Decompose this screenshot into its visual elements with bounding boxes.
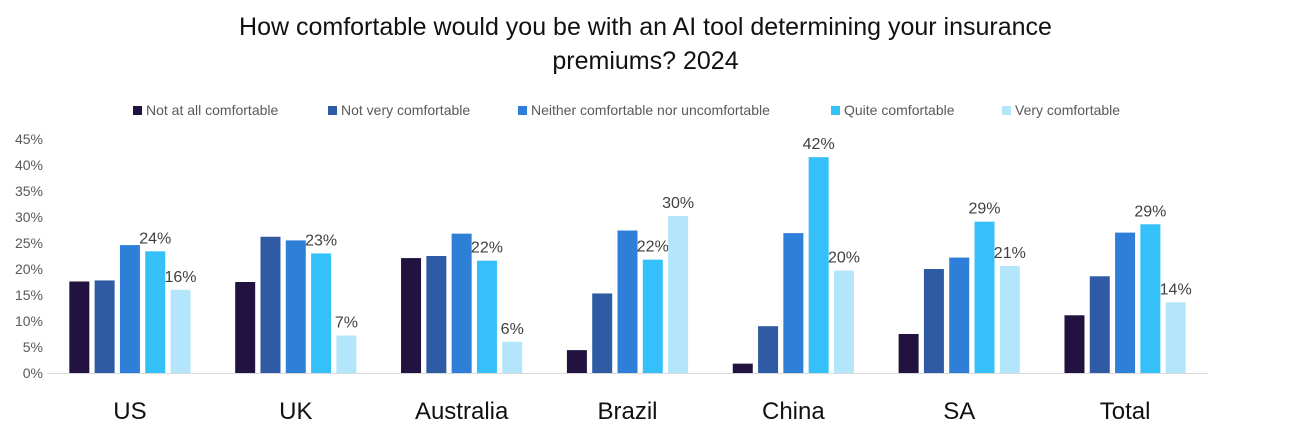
legend-item: Not very comfortable: [328, 100, 470, 120]
bar: [808, 157, 829, 373]
legend-swatch: [133, 105, 142, 115]
data-label: 14%: [1160, 281, 1192, 298]
data-label: 22%: [637, 239, 669, 256]
y-tick-label: 35%: [15, 183, 43, 199]
data-label: 29%: [968, 201, 1000, 218]
bar: [617, 230, 638, 373]
x-category-label: Brazil: [597, 398, 657, 425]
x-category-label: China: [762, 398, 825, 425]
bar: [260, 236, 281, 373]
bar: [1064, 315, 1085, 373]
legend-label: Very comfortable: [1015, 102, 1121, 118]
legend-swatch: [1002, 105, 1011, 115]
bar: [119, 245, 140, 373]
y-tick-label: 25%: [15, 235, 43, 251]
y-tick-label: 10%: [15, 313, 43, 329]
data-label: 22%: [471, 240, 503, 257]
chart-title-line-2: premiums? 2024: [552, 47, 739, 75]
bar: [451, 233, 472, 373]
bar: [898, 334, 919, 373]
bar: [336, 335, 357, 373]
y-tick-label: 20%: [15, 261, 43, 277]
bar: [426, 256, 447, 373]
y-tick-label: 5%: [23, 339, 43, 355]
data-label: 42%: [803, 136, 835, 153]
x-category-label: UK: [279, 398, 312, 425]
bar: [285, 240, 306, 373]
legend-swatch: [518, 105, 527, 115]
bar: [1089, 276, 1110, 373]
bar: [1165, 302, 1186, 373]
data-label: 21%: [994, 245, 1026, 262]
bar: [732, 363, 753, 373]
bar: [401, 258, 422, 373]
data-label: 23%: [305, 232, 337, 249]
data-label: 24%: [139, 230, 171, 247]
bar: [949, 257, 970, 373]
y-tick-label: 30%: [15, 209, 43, 225]
bar: [923, 269, 944, 373]
bar: [974, 221, 995, 373]
y-tick-label: 0%: [23, 365, 43, 381]
bar: [69, 281, 90, 373]
bar: [94, 280, 115, 373]
x-category-label: US: [113, 398, 146, 425]
data-label: 6%: [501, 321, 524, 338]
bar: [783, 233, 804, 373]
chart-title: How comfortable would you be with an AI …: [0, 10, 1291, 78]
legend-label: Neither comfortable nor uncomfortable: [531, 102, 770, 118]
legend-label: Not at all comfortable: [146, 102, 279, 118]
bar: [1140, 224, 1161, 373]
bar: [235, 282, 256, 373]
y-tick-label: 45%: [15, 131, 43, 147]
legend-label: Not very comfortable: [341, 102, 471, 118]
bar: [502, 341, 523, 373]
data-label: 20%: [828, 250, 860, 267]
bar: [668, 215, 689, 373]
bar: [145, 251, 166, 373]
data-label: 16%: [165, 269, 197, 286]
bar: [311, 253, 332, 373]
x-category-label: Total: [1100, 398, 1151, 425]
bar: [642, 259, 663, 373]
bar: [758, 326, 779, 373]
data-label: 30%: [662, 195, 694, 212]
bar: [476, 260, 497, 373]
chart-title-line-1: How comfortable would you be with an AI …: [239, 13, 1052, 41]
y-tick-label: 15%: [15, 287, 43, 303]
data-label: 7%: [335, 315, 358, 332]
bar: [566, 350, 587, 373]
legend-item: Very comfortable: [1002, 100, 1120, 120]
x-category-label: Australia: [415, 398, 509, 425]
x-category-label: SA: [943, 398, 975, 425]
legend-item: Not at all comfortable: [133, 100, 278, 120]
legend-label: Quite comfortable: [844, 102, 955, 118]
bar: [999, 265, 1020, 373]
bar: [1115, 232, 1136, 373]
legend-item: Quite comfortable: [831, 100, 955, 120]
bar: [592, 293, 613, 373]
bar: [170, 289, 191, 373]
bar: [833, 270, 854, 373]
y-tick-label: 40%: [15, 157, 43, 173]
legend: Not at all comfortable Not very comfortab…: [0, 100, 1291, 120]
legend-item: Neither comfortable nor uncomfortable: [518, 100, 770, 120]
legend-swatch: [328, 105, 337, 115]
legend-swatch: [831, 105, 840, 115]
data-label: 29%: [1134, 203, 1166, 220]
